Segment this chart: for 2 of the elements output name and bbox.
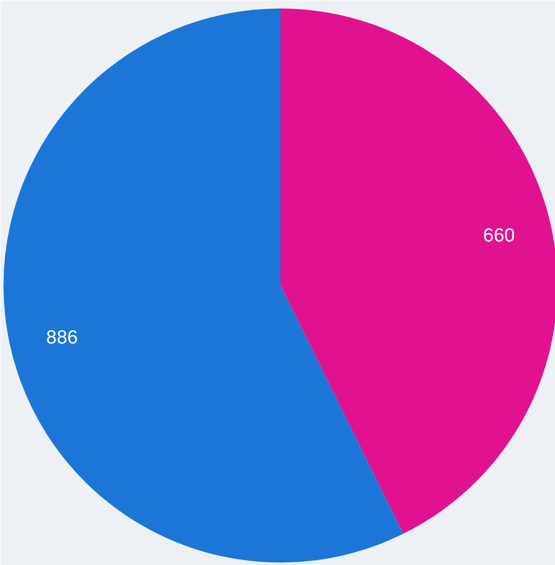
data-label: 660 [483,225,515,246]
data-label: 886 [46,328,78,349]
